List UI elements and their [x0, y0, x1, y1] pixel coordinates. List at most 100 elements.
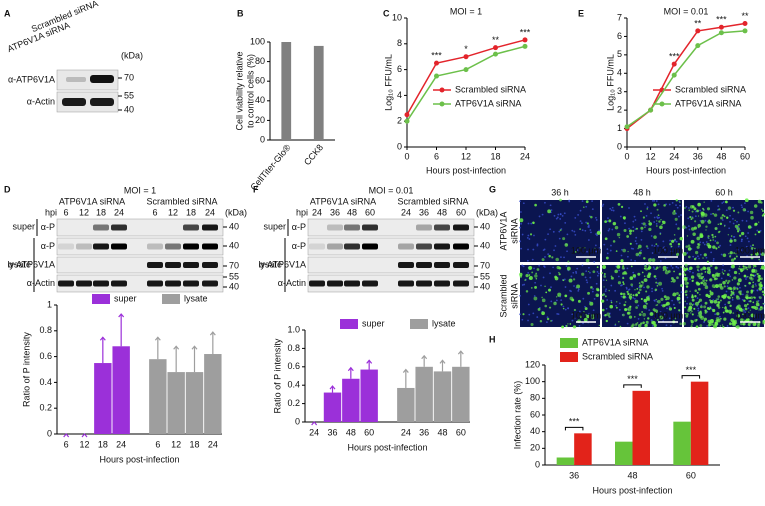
signal: [656, 225, 658, 227]
signal: [661, 224, 663, 226]
signal: [688, 305, 693, 310]
nucleus: [699, 209, 701, 212]
blot-strip: [56, 274, 224, 293]
nucleus: [617, 275, 620, 278]
signal: [638, 313, 642, 317]
band: [202, 262, 218, 268]
band: [76, 243, 92, 250]
nucleus: [619, 215, 622, 218]
signal: [673, 307, 676, 310]
nucleus: [745, 220, 748, 222]
nucleus: [675, 204, 677, 207]
signal: [629, 242, 632, 245]
signal: [723, 285, 726, 288]
nucleus: [588, 266, 590, 269]
x-tick-label: 12: [79, 439, 89, 449]
nucleus: [609, 249, 612, 252]
nucleus: [557, 313, 560, 316]
signal: [691, 313, 694, 316]
band: [183, 280, 199, 287]
error-cap: [81, 433, 88, 438]
nucleus: [526, 236, 529, 239]
signal: [749, 210, 754, 215]
signal: [622, 281, 625, 284]
nucleus: [655, 277, 657, 280]
signal: [744, 198, 749, 203]
nucleus: [719, 244, 722, 247]
nucleus: [575, 272, 578, 274]
nucleus: [637, 304, 640, 307]
data-point: [648, 107, 654, 113]
signal: [719, 317, 722, 320]
band: [362, 243, 378, 250]
signal: [525, 274, 529, 278]
significance-bracket: [564, 426, 584, 431]
annotation: **: [694, 18, 702, 28]
signal: [614, 323, 617, 326]
legend-marker: [439, 87, 445, 93]
signal: [700, 268, 703, 271]
signal: [760, 268, 762, 270]
signal: [732, 289, 735, 291]
signal: [672, 211, 676, 215]
nucleus: [580, 222, 583, 225]
signal: [694, 295, 697, 298]
nucleus: [628, 227, 630, 230]
significance-bracket: [623, 384, 642, 388]
signal: [730, 318, 735, 322]
signal: [638, 282, 641, 285]
nucleus: [714, 240, 717, 242]
signal: [758, 286, 763, 291]
signal: [610, 276, 614, 280]
signal: [620, 259, 624, 263]
signal: [615, 300, 618, 303]
signal: [737, 211, 740, 214]
signal: [761, 290, 765, 294]
nucleus: [584, 276, 587, 279]
band: [434, 262, 450, 268]
nucleus: [579, 220, 582, 222]
signal: [712, 245, 716, 249]
nucleus: [586, 281, 589, 284]
x-tick-label: 0: [404, 151, 409, 161]
nucleus: [544, 201, 546, 204]
signal: [645, 267, 648, 271]
signal: [705, 279, 708, 282]
signal: [642, 284, 644, 286]
x-tick-label: CellTiter-Glo®: [248, 142, 292, 192]
nucleus: [756, 289, 759, 292]
nucleus: [669, 239, 672, 242]
signal: [736, 287, 739, 290]
signal: [673, 234, 676, 236]
nucleus: [532, 248, 535, 251]
signal: [717, 223, 720, 225]
nucleus: [650, 319, 653, 322]
annotation: ***: [520, 27, 531, 37]
signal: [648, 264, 650, 266]
signal: [587, 291, 591, 295]
data-point: [463, 54, 469, 60]
signal: [742, 313, 744, 316]
nucleus: [740, 249, 743, 252]
y-tick-label: 80: [530, 393, 540, 403]
band: [327, 224, 343, 231]
nucleus: [536, 244, 539, 247]
signal: [572, 278, 576, 281]
signal: [727, 301, 731, 305]
significance-bracket: [681, 375, 701, 379]
band: [147, 280, 163, 287]
error-cap: [118, 313, 125, 318]
nucleus: [554, 245, 557, 247]
nucleus: [655, 200, 658, 202]
marker-label: 70: [229, 260, 239, 270]
x-tick-label: 48: [437, 427, 447, 437]
band: [111, 280, 127, 287]
nucleus: [702, 241, 705, 244]
nucleus: [634, 240, 637, 242]
marker-label: 40: [480, 281, 490, 291]
signal: [641, 311, 643, 313]
signal: [717, 246, 720, 248]
signal: [663, 295, 667, 299]
signal: [640, 280, 644, 284]
nucleus: [618, 308, 621, 311]
